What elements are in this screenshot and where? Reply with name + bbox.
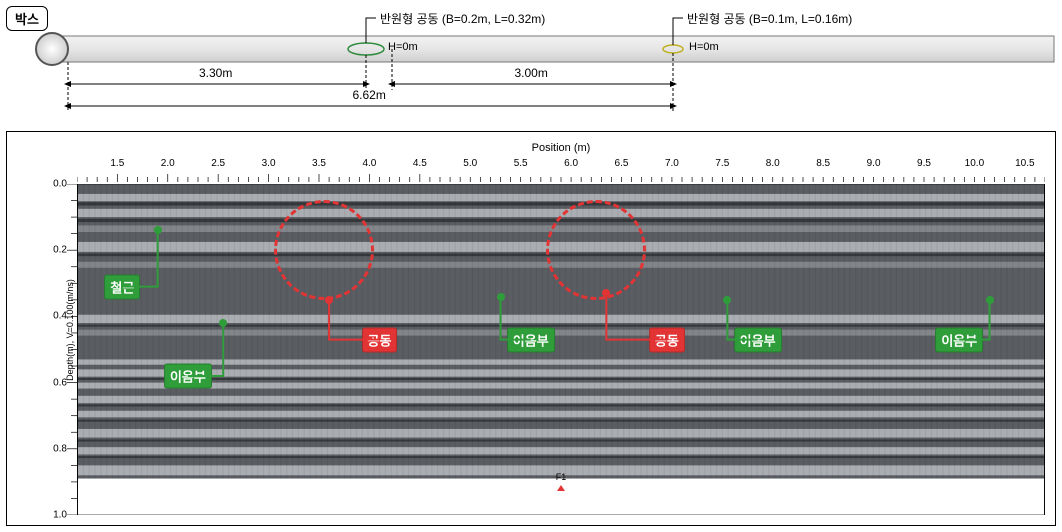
x-tick: 8.5 [816,158,830,169]
h-label-2: H=0m [689,41,719,53]
x-tick: 4.5 [413,158,427,169]
y-axis: 0.00.20.40.60.81.0 [43,184,77,515]
x-tick: 7.0 [665,158,679,169]
x-tick: 10.5 [1015,158,1034,169]
dim-2: 3.00m [515,66,548,80]
marker-dot [723,296,731,304]
y-tick: 0.2 [53,245,67,256]
marker-dot [325,296,333,304]
marker-dot [154,226,162,234]
schematic-diagram: 박스 [6,6,1056,126]
x-tick: 3.0 [262,158,276,169]
x-tick: 9.5 [917,158,931,169]
x-tick: 9.0 [867,158,881,169]
marker-dot [986,296,994,304]
marker-dot [497,293,505,301]
annotation-label: 공동 [649,327,685,352]
x-tick: 1.5 [110,158,124,169]
x-tick: 5.0 [463,158,477,169]
y-tick: 0.6 [53,377,67,388]
dim-3: 6.62m [353,88,386,102]
callout-1: 반원형 공동 (B=0.2m, L=0.32m) [380,10,545,27]
x-tick: 2.0 [161,158,175,169]
annotation-label: 이음부 [164,363,212,388]
position-axis-title: Position (m) [532,142,591,154]
cavity-circle [546,200,646,300]
marker-dot [219,319,227,327]
y-tick: 0.8 [53,443,67,454]
x-tick: 6.0 [564,158,578,169]
x-tick: 10.0 [965,158,984,169]
f1-marker-icon [557,485,565,491]
x-tick: 8.0 [766,158,780,169]
gpr-scan-panel: Position (m) 1.5 2.0 2.5 3.0 3.5 4.0 4.5 5.0 5.5… [6,131,1056,526]
x-tick: 4.0 [362,158,376,169]
annotation-label: 철근 [104,274,140,299]
x-tick: 7.5 [715,158,729,169]
dim-1: 3.30m [199,66,232,80]
callout-2: 반원형 공동 (B=0.1m, L=0.16m) [687,10,852,27]
x-tick: 2.5 [211,158,225,169]
x-tick: 3.5 [312,158,326,169]
gpr-area: 철근이음부공동이음부공동이음부이음부F1 [77,184,1045,515]
x-tick: 6.5 [615,158,629,169]
h-label-1: H=0m [388,41,418,53]
y-tick: 1.0 [53,510,67,521]
annotation-label: 이음부 [507,327,555,352]
annotation-label: 이음부 [734,327,782,352]
marker-dot [602,289,610,297]
y-tick: 0.0 [53,179,67,190]
annotation-label: 공동 [362,327,398,352]
y-tick: 0.4 [53,311,67,322]
annotation-label: 이음부 [935,327,983,352]
x-tick: 5.5 [514,158,528,169]
x-axis: 1.5 2.0 2.5 3.0 3.5 4.0 4.5 5.0 5.5 6.0 6.5 7.0 7.5 8… [77,158,1045,182]
cavity-circle [274,200,374,300]
f1-label: F1 [556,472,567,482]
